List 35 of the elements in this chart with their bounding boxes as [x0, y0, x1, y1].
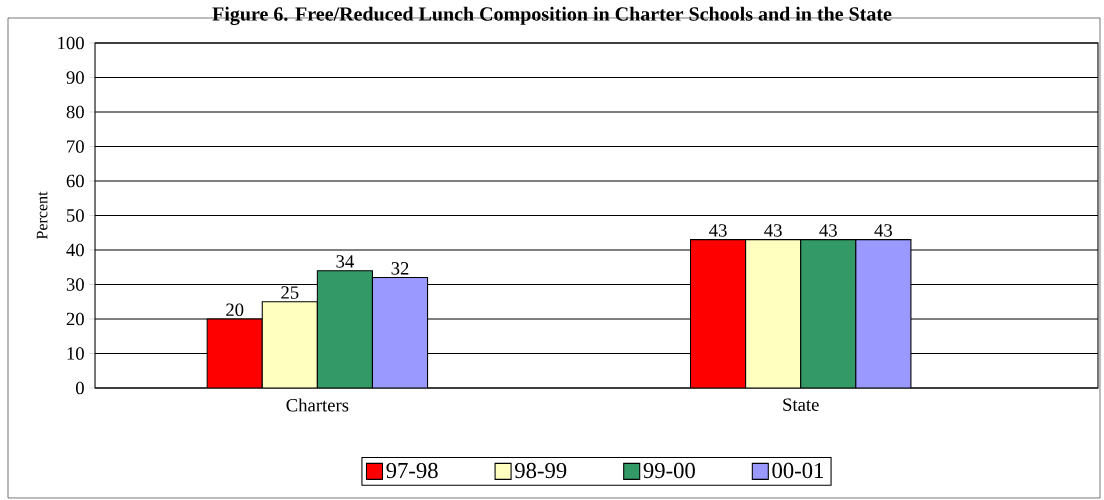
bar [261, 301, 318, 388]
bar [855, 239, 912, 388]
data-label: 20 [226, 303, 244, 317]
bar [206, 318, 263, 388]
bar [800, 239, 857, 388]
y-tick-label: 60 [66, 174, 84, 188]
y-axis-title: Percent [36, 191, 48, 240]
legend-label: 98-99 [515, 462, 567, 479]
x-tick-label: State [783, 398, 819, 411]
y-tick-label: 30 [66, 278, 84, 291]
x-tick-label: Charters [286, 398, 349, 412]
legend-label: 00-01 [772, 462, 824, 479]
data-label: 43 [709, 224, 727, 237]
y-tick-label: 90 [66, 71, 84, 84]
data-label: 32 [391, 262, 409, 275]
y-tick-label: 10 [67, 347, 84, 360]
y-tick-label: 100 [58, 36, 84, 50]
bar [316, 270, 373, 388]
data-label: 43 [874, 224, 892, 237]
data-label: 43 [819, 224, 837, 237]
bar [745, 239, 802, 388]
chart-title: Figure 6. Free/Reduced Lunch Composition in Charter Schools and in the State [212, 6, 892, 25]
legend-label: 97-98 [386, 462, 438, 479]
y-tick-label: 80 [66, 105, 84, 119]
data-label: 34 [336, 255, 354, 268]
data-label: 25 [281, 286, 299, 299]
bar [689, 239, 747, 388]
bar [371, 277, 429, 388]
y-tick-label: 20 [66, 312, 84, 326]
y-tick-label: 0 [75, 381, 84, 395]
y-tick-label: 70 [67, 140, 84, 153]
y-tick-label: 40 [66, 243, 84, 257]
data-label: 43 [764, 224, 782, 237]
legend-label: 99-00 [643, 462, 695, 479]
y-tick-label: 50 [67, 209, 84, 222]
